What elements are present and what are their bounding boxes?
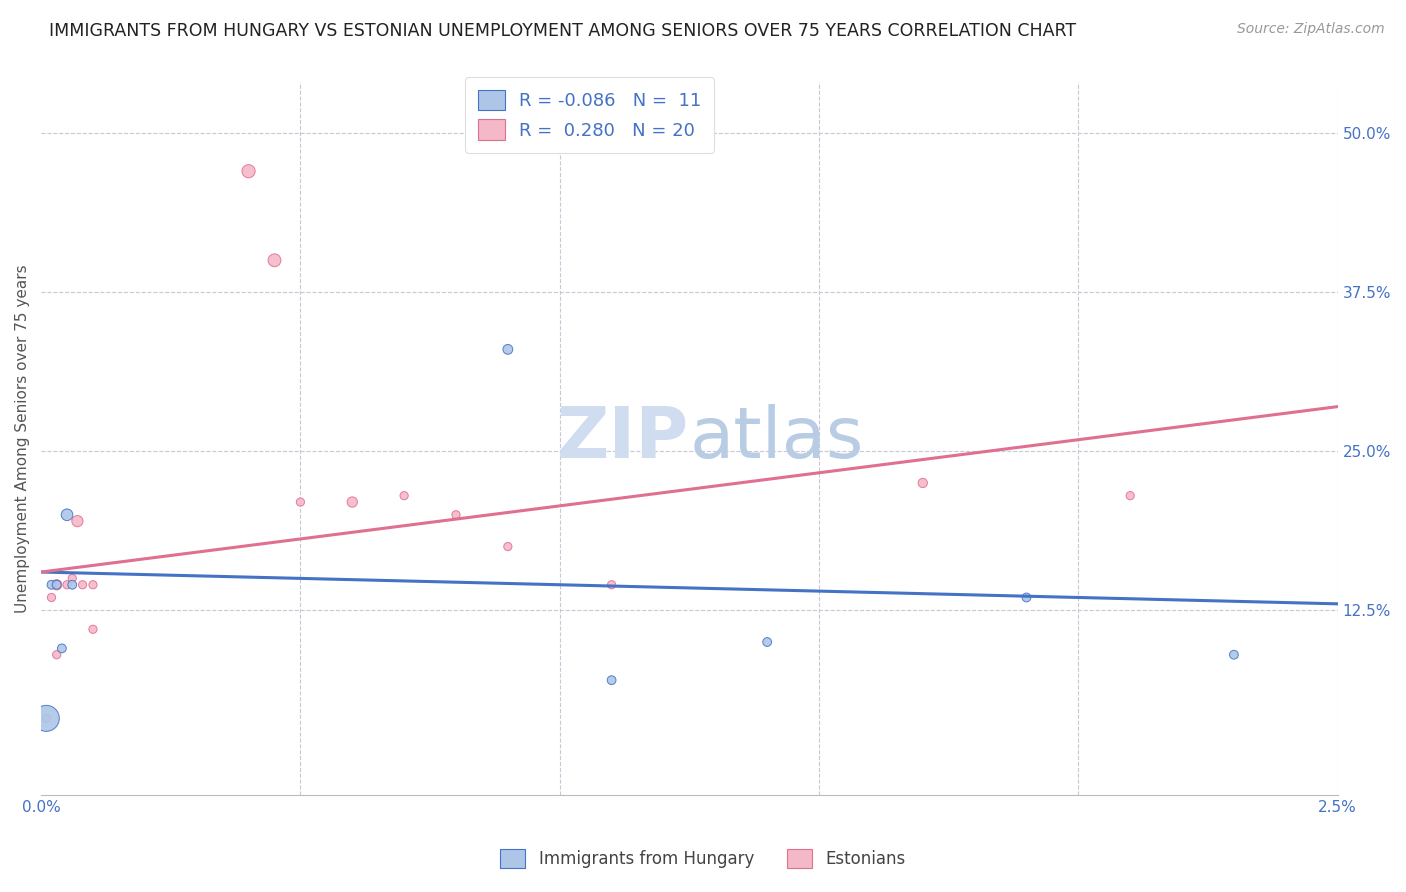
Point [911, 475, 934, 490]
Point [600, 578, 623, 592]
Point [41, 591, 63, 605]
Point [290, 495, 312, 509]
Point [238, 164, 260, 178]
Point [263, 253, 285, 268]
Point [1015, 591, 1038, 605]
Point [56, 578, 79, 592]
Point [600, 673, 623, 688]
Legend: Immigrants from Hungary, Estonians: Immigrants from Hungary, Estonians [494, 842, 912, 875]
Legend: R = -0.086   N =  11, R =  0.280   N = 20: R = -0.086 N = 11, R = 0.280 N = 20 [465, 77, 714, 153]
Point [1119, 489, 1142, 503]
Point [35, 711, 58, 725]
Point [444, 508, 467, 522]
Point [496, 540, 519, 554]
Point [41, 578, 63, 592]
Point [82, 622, 104, 636]
Point [35, 711, 58, 725]
Point [45, 578, 67, 592]
Point [392, 489, 415, 503]
Point [45, 578, 67, 592]
Point [342, 495, 364, 509]
Text: Source: ZipAtlas.com: Source: ZipAtlas.com [1237, 22, 1385, 37]
Y-axis label: Unemployment Among Seniors over 75 years: Unemployment Among Seniors over 75 years [15, 264, 30, 613]
Point [496, 343, 519, 357]
Point [66, 514, 89, 528]
Point [82, 578, 104, 592]
Point [756, 635, 779, 649]
Point [60, 571, 83, 585]
Point [1223, 648, 1246, 662]
Point [51, 641, 73, 656]
Point [56, 508, 79, 522]
Text: ZIP: ZIP [557, 404, 689, 473]
Point [45, 648, 67, 662]
Point [60, 578, 83, 592]
Text: IMMIGRANTS FROM HUNGARY VS ESTONIAN UNEMPLOYMENT AMONG SENIORS OVER 75 YEARS COR: IMMIGRANTS FROM HUNGARY VS ESTONIAN UNEM… [49, 22, 1077, 40]
Text: atlas: atlas [689, 404, 863, 473]
Point [72, 578, 94, 592]
